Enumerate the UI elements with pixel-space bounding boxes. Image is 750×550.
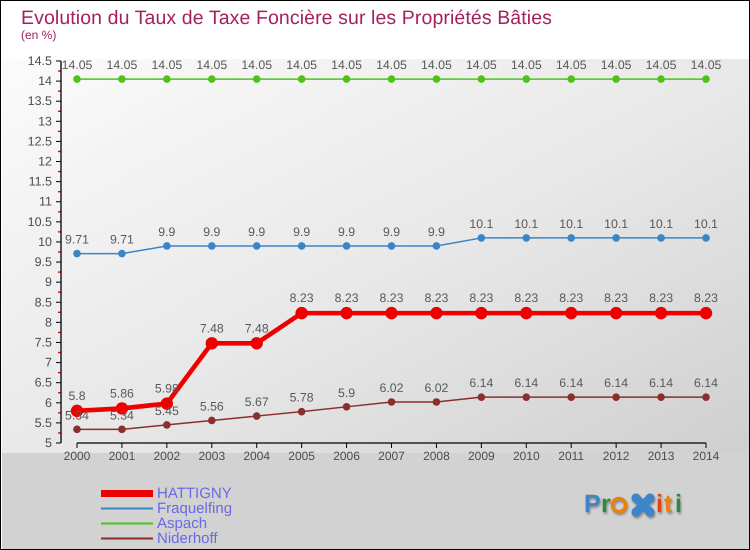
svg-text:P: P: [584, 490, 601, 518]
svg-text:i: i: [656, 490, 663, 518]
svg-text:t: t: [664, 490, 673, 518]
svg-text:i: i: [675, 490, 682, 518]
svg-text:r: r: [601, 490, 611, 518]
